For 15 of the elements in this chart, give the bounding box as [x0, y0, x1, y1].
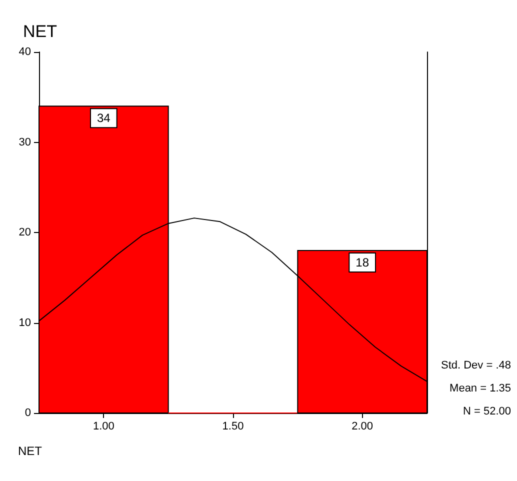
- y-tick-label: 40: [18, 46, 31, 58]
- x-tick-label: 1.00: [92, 420, 114, 432]
- x-tick-label: 1.50: [222, 420, 244, 432]
- y-tick-label: 30: [18, 136, 31, 148]
- y-tick-label: 10: [18, 316, 31, 329]
- x-tick-label: 2.00: [352, 420, 374, 432]
- chart-title: NET: [23, 22, 57, 41]
- x-axis-title: NET: [18, 444, 43, 458]
- data-label: 34: [96, 111, 111, 126]
- text: N = 52.00: [462, 406, 512, 418]
- y-tick-label: 20: [18, 226, 31, 238]
- text: Std. Dev = .48: [440, 360, 512, 372]
- text: Mean = 1.35: [450, 382, 512, 394]
- data-label: 18: [356, 256, 370, 270]
- y-tick-label: 0: [24, 407, 31, 419]
